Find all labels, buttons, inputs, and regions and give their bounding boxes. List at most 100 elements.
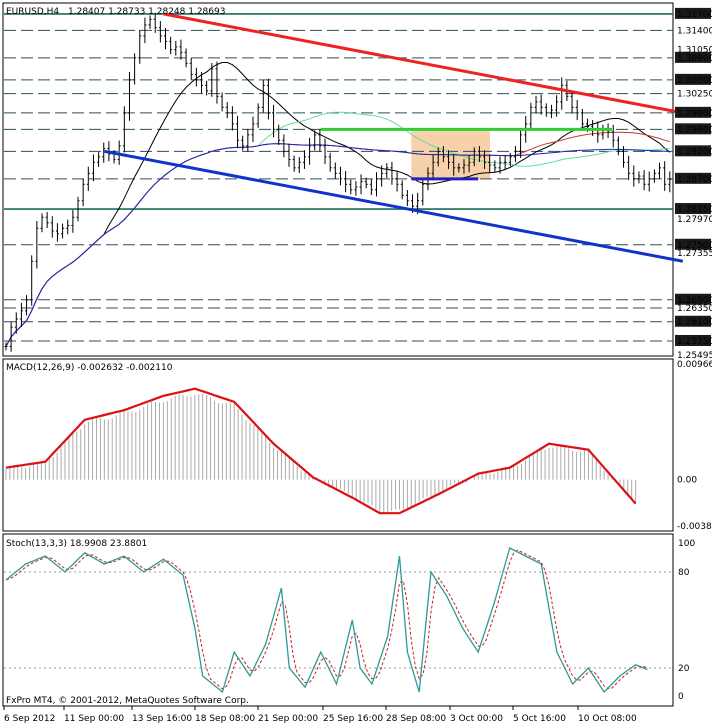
price-bar <box>441 146 445 163</box>
price-bar <box>560 77 564 110</box>
x-tick-label: 21 Sep 00:00 <box>258 714 318 724</box>
level-label: 1.28150 <box>677 205 712 215</box>
price-bar <box>25 295 29 316</box>
price-bar <box>71 210 75 233</box>
price-bar <box>292 155 296 172</box>
price-bar <box>503 155 507 170</box>
x-tick-label: 11 Sep 00:00 <box>64 714 124 724</box>
x-tick-label: 3 Oct 00:00 <box>450 714 503 724</box>
level-label: 1.31700 <box>677 10 712 20</box>
price-bar <box>580 108 584 128</box>
level-label: 1.26500 <box>677 296 712 306</box>
level-label: 1.25750 <box>677 337 712 347</box>
x-tick-label: 6 Sep 2012 <box>4 714 55 724</box>
price-bar <box>169 36 173 55</box>
price-bar <box>61 223 65 239</box>
price-bar <box>282 134 286 158</box>
macd-panel <box>5 387 637 515</box>
level-label-box <box>675 145 711 157</box>
price-bar <box>205 80 209 96</box>
x-tick-label: 5 Oct 16:00 <box>513 714 566 724</box>
trendline-1 <box>104 149 684 263</box>
price-bar <box>76 196 80 222</box>
price-bar <box>364 177 368 189</box>
price-bar <box>627 155 631 180</box>
moving-average-20 <box>5 62 671 347</box>
price-bar <box>519 128 523 158</box>
price-bar <box>272 104 276 138</box>
price-bar <box>55 223 59 242</box>
price-bar <box>349 179 353 195</box>
price-bar <box>19 302 23 327</box>
price-bar <box>508 152 512 167</box>
price-tick-label: 1.25495 <box>677 351 712 361</box>
axis-labels: 1.31700 1.31400 1.30900 1.30500 1.30250 1.299… <box>3 7 712 724</box>
price-bar <box>354 181 358 196</box>
price-bar <box>122 106 126 153</box>
price-bar <box>148 15 152 29</box>
price-bar <box>544 103 548 117</box>
level-label-box <box>675 51 711 63</box>
price-bar <box>616 136 620 156</box>
copyright-text: FxPro MT4, © 2001-2012, MetaQuotes Softw… <box>6 696 249 706</box>
price-bar <box>359 174 363 195</box>
price-bar <box>338 166 342 186</box>
price-bar <box>40 213 44 233</box>
level-label: 1.28700 <box>677 175 712 185</box>
price-bar <box>184 48 188 68</box>
price-bar <box>668 171 672 193</box>
level-label: 1.30500 <box>677 76 712 86</box>
price-bar <box>647 171 651 192</box>
moving-average-200 <box>5 143 670 347</box>
level-label-box <box>675 73 711 85</box>
price-bar <box>287 144 291 167</box>
x-tick-label: 13 Sep 16:00 <box>132 714 192 724</box>
price-bar <box>549 104 553 119</box>
price-bar <box>374 172 378 197</box>
level-label-box <box>675 7 711 19</box>
price-bar <box>395 171 399 192</box>
price-bar <box>344 170 348 193</box>
macd-signal-line <box>5 387 637 515</box>
price-bar <box>405 190 409 207</box>
price-bar <box>472 147 476 167</box>
price-bar <box>457 163 461 173</box>
level-label: 1.30900 <box>677 54 712 64</box>
trendline-0 <box>163 12 684 115</box>
price-bar <box>256 103 260 128</box>
level-label: 1.29200 <box>677 147 712 157</box>
price-bar <box>230 106 234 131</box>
price-bar <box>385 163 389 178</box>
price-bar <box>663 161 667 191</box>
price-tick-label: 1.27970 <box>677 215 712 225</box>
price-bar <box>390 161 394 185</box>
macd-panel-frame <box>2 358 674 532</box>
stoch-panel-frame <box>2 533 674 707</box>
price-panel <box>4 12 684 352</box>
price-bar <box>570 90 574 114</box>
price-bar <box>652 169 656 183</box>
price-bar <box>246 128 250 152</box>
price-bar <box>4 342 8 351</box>
price-bar <box>210 62 214 97</box>
price-bar <box>236 115 240 149</box>
price-bar <box>452 154 456 176</box>
price-bar <box>102 142 106 163</box>
price-bar <box>622 146 626 168</box>
level-label-box <box>675 238 711 250</box>
x-tick-label: 28 Sep 08:00 <box>386 714 446 724</box>
symbol-label: EURUSD,H4 <box>6 7 59 17</box>
price-bar <box>431 155 435 181</box>
stoch-tick-label: 100 <box>678 539 695 549</box>
price-bar <box>323 138 327 165</box>
price-bar <box>529 102 533 129</box>
price-bar <box>333 162 337 179</box>
price-bar <box>513 146 517 163</box>
price-bar <box>30 255 34 306</box>
stoch-tick-label: 20 <box>678 664 690 674</box>
macd-tick-label: 0.00 <box>677 476 697 486</box>
price-tick-label: 1.31050 <box>677 46 712 56</box>
price-bar <box>266 78 270 120</box>
price-bar <box>35 221 39 269</box>
